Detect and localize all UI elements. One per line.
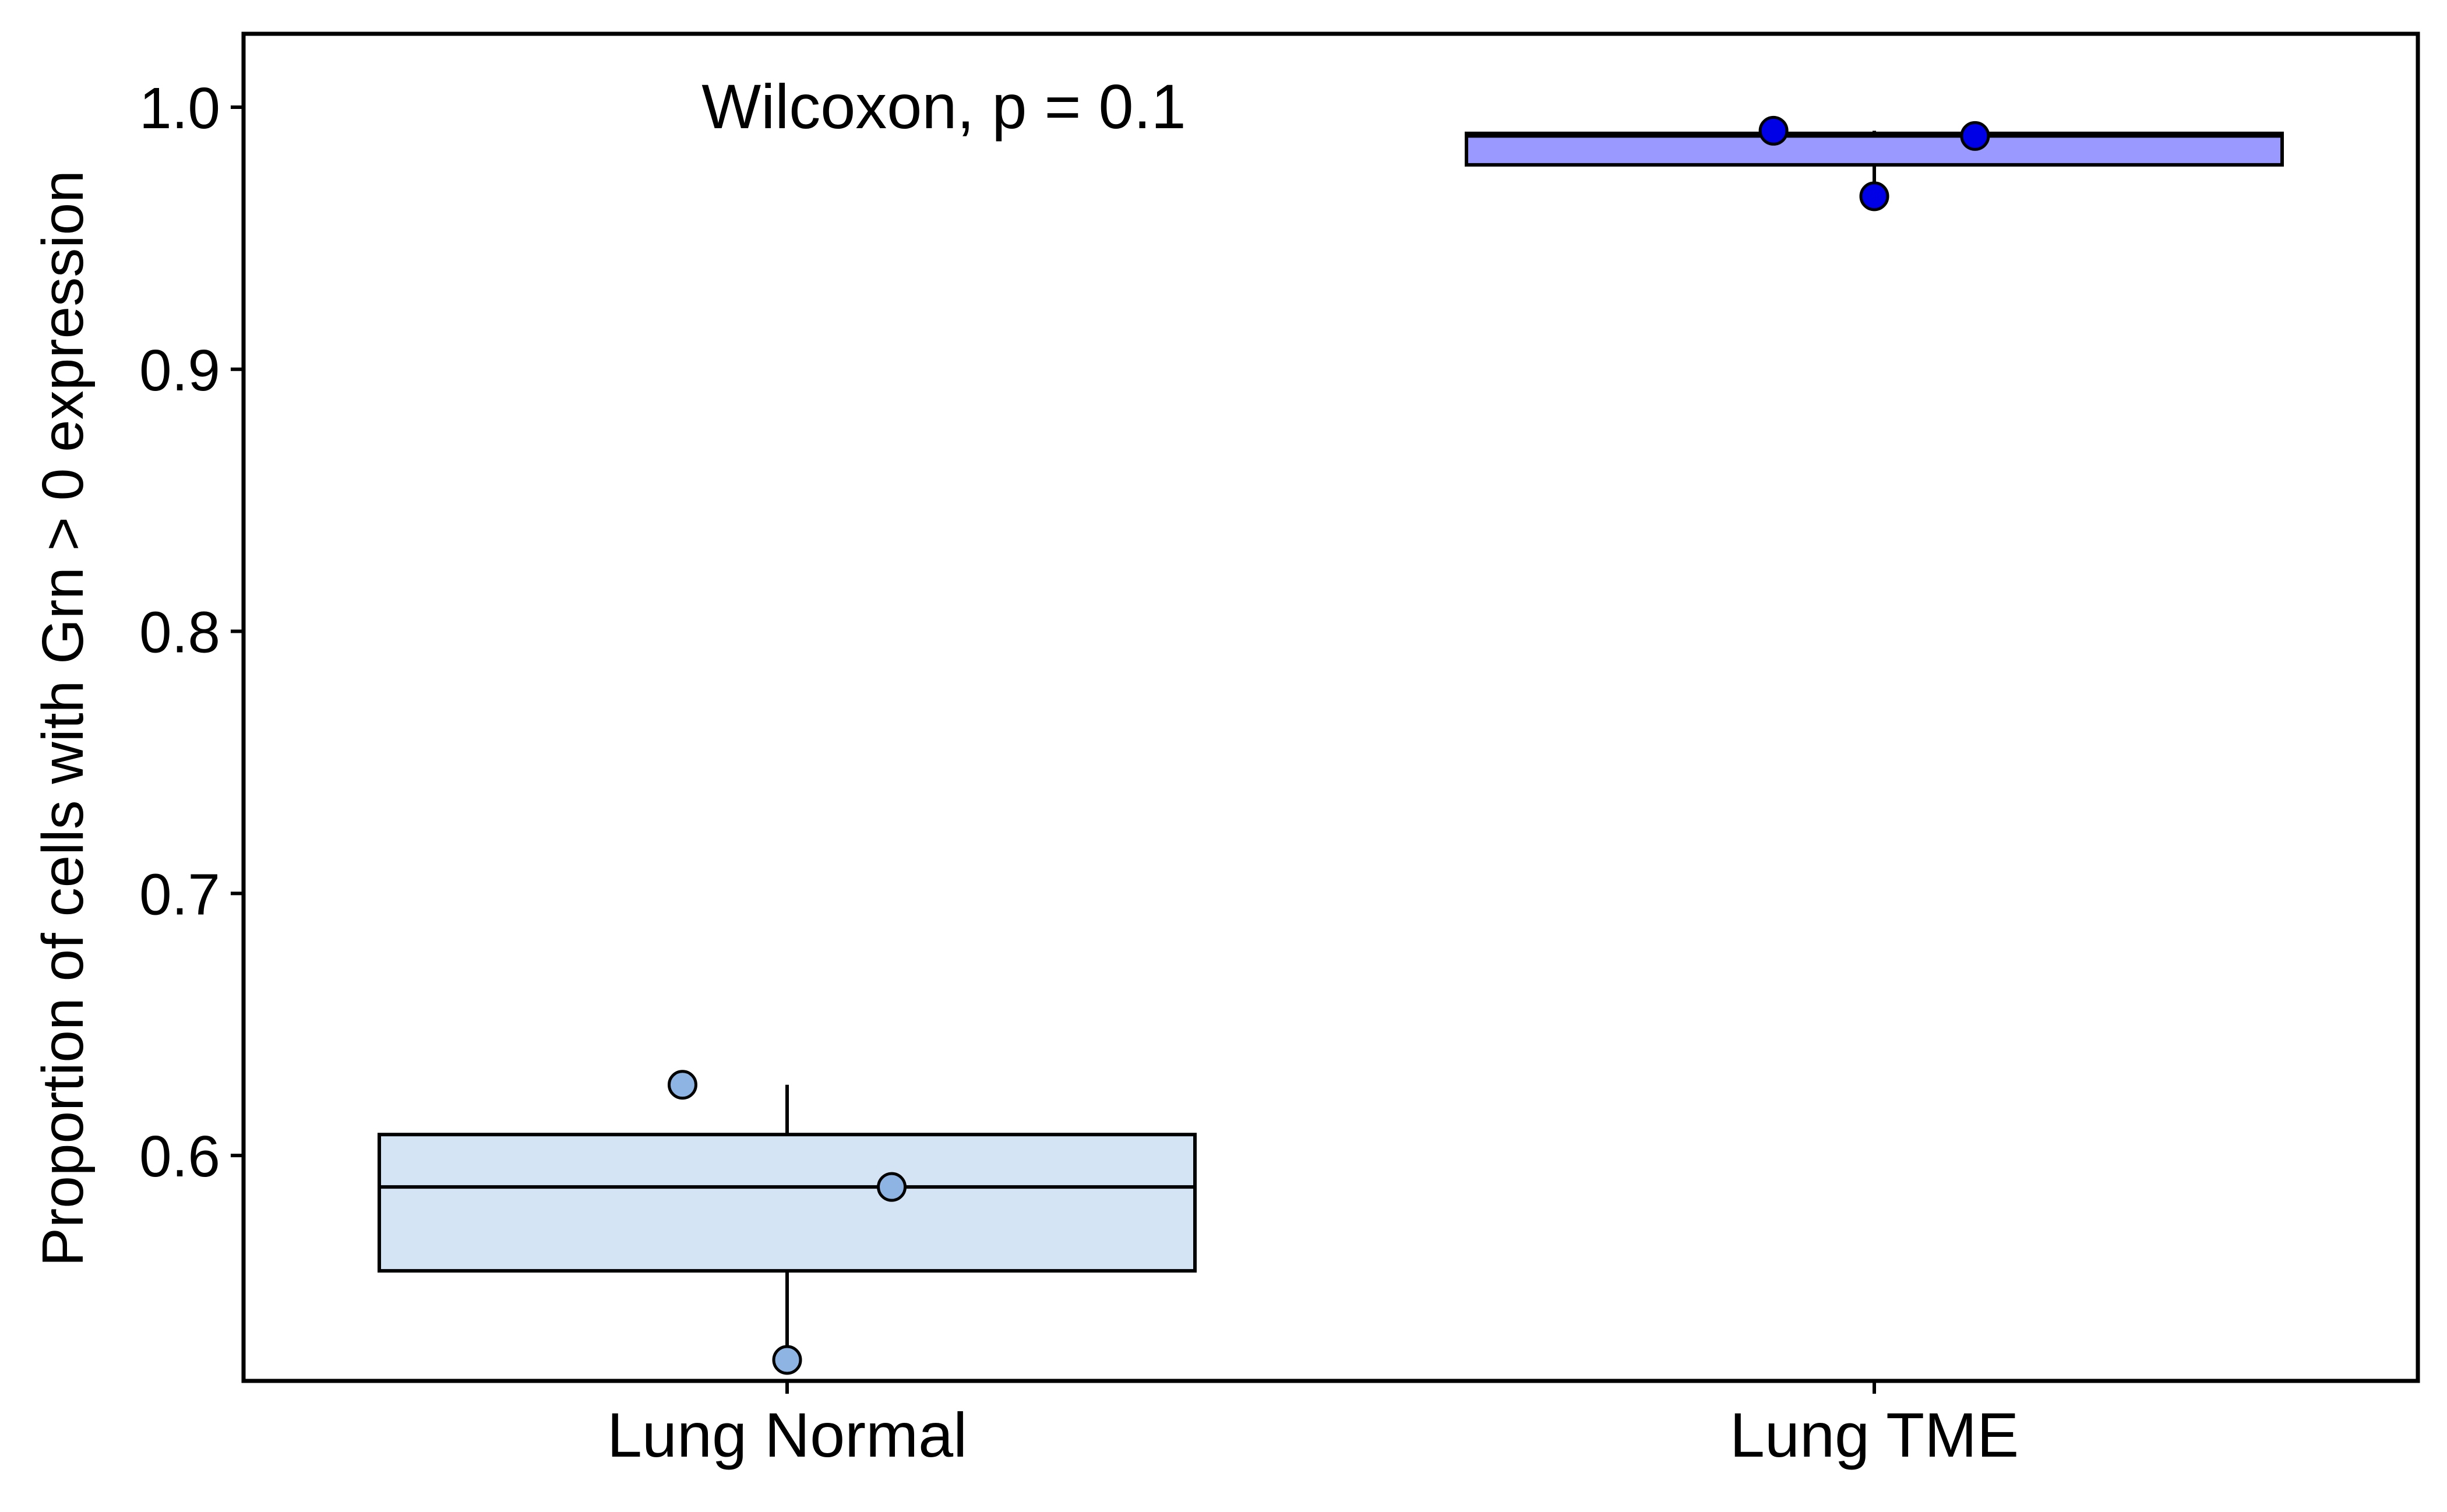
y-tick-label: 0.7 <box>139 862 220 927</box>
box-lung-tme <box>1465 131 2284 167</box>
data-point <box>1859 181 1889 212</box>
axes: 0.6 0.7 0.8 0.9 1.0 Lung Normal Lung TME <box>139 76 2019 1470</box>
data-point <box>772 1345 802 1375</box>
stat-annotation: Wilcoxon, p = 0.1 <box>701 71 1186 142</box>
data-point <box>1758 115 1789 146</box>
y-tick-label: 0.6 <box>139 1124 220 1189</box>
y-axis-label: Proportion of cells with Grn > 0 express… <box>30 170 96 1266</box>
x-tick-label: Lung Normal <box>607 1400 967 1470</box>
x-tick-label: Lung TME <box>1730 1400 2019 1470</box>
y-tick-label: 0.8 <box>139 600 220 665</box>
y-tick-label: 1.0 <box>139 76 220 141</box>
data-point <box>1960 121 1990 151</box>
y-tick-label: 0.9 <box>139 338 220 403</box>
data-point <box>667 1070 697 1100</box>
plot-area <box>378 115 2284 1375</box>
data-point <box>877 1172 907 1202</box>
plot-frame <box>241 31 2420 1383</box>
box-lung-normal <box>378 1133 1197 1273</box>
